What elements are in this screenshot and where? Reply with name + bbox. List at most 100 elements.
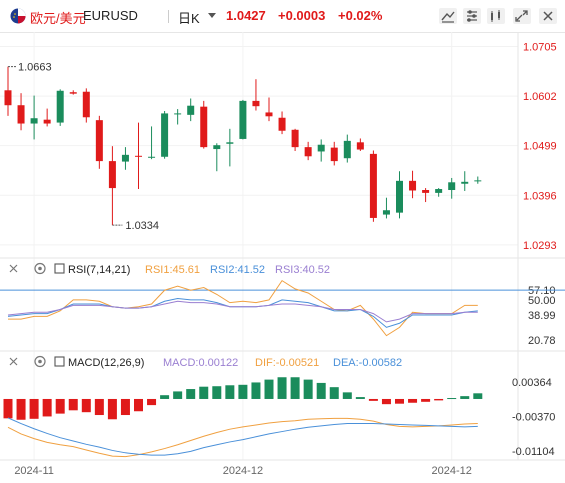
macd-histogram-bar: [355, 397, 365, 399]
settings-gear-icon[interactable]: [34, 355, 46, 368]
candle-body: [135, 155, 142, 157]
candlestick-series: [4, 66, 482, 226]
time-axis-label: 2024-11: [14, 465, 54, 477]
macd-histogram-bar: [368, 398, 378, 401]
candle-body: [82, 91, 90, 118]
candle-body: [161, 113, 169, 157]
macd-histogram-bar: [212, 386, 222, 399]
candle-body: [409, 180, 417, 191]
chevron-down-icon[interactable]: [208, 13, 216, 18]
macd-histogram-bar: [264, 379, 274, 399]
candle-body: [265, 112, 273, 117]
macd-histogram-bar: [421, 398, 431, 402]
dif-legend: DIF:-0.00521: [255, 357, 319, 369]
close-icon[interactable]: [538, 7, 558, 25]
candle-body: [461, 181, 469, 184]
macd-histogram-bar: [329, 387, 339, 399]
candle-body: [252, 100, 260, 107]
macd-histogram-bar: [434, 398, 444, 401]
indicator-settings-icon[interactable]: [462, 7, 482, 25]
rsi-tick-label: 50.00: [528, 295, 556, 307]
macd-tick-label: 0.00364: [512, 377, 552, 389]
candle-body: [226, 142, 234, 144]
macd-histogram-bar: [120, 398, 130, 416]
fullscreen-icon[interactable]: [512, 7, 532, 25]
macd-histogram-bar: [3, 398, 13, 419]
candle-body: [30, 118, 38, 124]
low-price-label: 1.0334: [125, 220, 159, 232]
rsi-pane-header: RSI(7,14,21) RSI1:45.61 RSI2:41.52 RSI3:…: [0, 257, 565, 276]
candle-body: [317, 144, 325, 152]
candle-body: [382, 210, 390, 215]
price-change: +0.0003: [278, 8, 326, 23]
dif-line: [7, 417, 478, 458]
last-price: 1.0427: [226, 8, 266, 23]
price-tick-label: 1.0602: [523, 91, 557, 103]
collapse-icon[interactable]: [9, 357, 18, 366]
candle-body: [200, 106, 208, 148]
macd-histogram-bar: [473, 393, 483, 399]
macd-histogram-bar: [290, 377, 300, 399]
macd-tick-label: -0.01104: [512, 446, 555, 458]
macd-histogram-bar: [303, 379, 313, 399]
time-axis-label: 2024-12: [223, 465, 263, 477]
macd-histogram-bar: [173, 391, 183, 399]
rsi-tick-label: 57.10: [528, 285, 556, 297]
settings-gear-icon[interactable]: [34, 262, 46, 275]
rsi-tick-label: 20.78: [528, 335, 556, 347]
period-selector[interactable]: 日K: [178, 11, 200, 26]
candle-body: [435, 189, 443, 193]
macd-title: MACD(12,26,9): [68, 357, 144, 369]
candle-body: [474, 180, 482, 182]
chart-icon[interactable]: [54, 356, 65, 367]
candle-body: [4, 90, 12, 106]
macd-histogram-bar: [199, 386, 209, 399]
macd-histogram-bar: [134, 398, 143, 412]
macd-histogram-bar: [68, 398, 78, 411]
macd-histogram-bar: [381, 398, 391, 405]
chart-icon[interactable]: [54, 263, 65, 274]
rsi-series-line: [7, 300, 478, 323]
candle-body: [56, 90, 64, 123]
rsi-series-line: [8, 279, 478, 337]
candle-body: [174, 113, 182, 115]
macd-pane-header: MACD(12,26,9) MACD:0.00122 DIF:-0.00521 …: [0, 350, 565, 369]
rsi3-legend: RSI3:40.52: [275, 264, 330, 276]
price-tick-label: 1.0293: [523, 240, 557, 252]
price-axis: 1.0705 1.0602 1.0499 1.0396 1.0293: [523, 41, 557, 251]
price-tick-label: 1.0499: [523, 141, 557, 153]
candle-body: [291, 129, 299, 148]
dea-line: [7, 417, 478, 456]
header-divider: [168, 10, 169, 23]
macd-histogram-bar: [81, 398, 91, 413]
candle-body: [148, 156, 156, 158]
draw-tools-icon[interactable]: [438, 7, 458, 25]
candle-body: [369, 153, 377, 218]
macd-histogram-bar: [55, 398, 65, 414]
macd-histogram-bar: [408, 398, 418, 403]
time-axis-label: 2024-12: [432, 465, 472, 477]
rsi1-legend: RSI1:45.61: [145, 264, 200, 276]
price-tick-label: 1.0705: [523, 41, 557, 53]
time-axis: 2024-11 2024-12 2024-12: [0, 459, 565, 477]
macd-histogram-bar: [316, 382, 326, 399]
rsi-tick-label: 38.99: [528, 310, 556, 322]
macd-histogram-bar: [186, 389, 196, 399]
rsi-title: RSI(7,14,21): [68, 264, 130, 276]
macd-histogram-bar: [147, 398, 157, 406]
candle-body: [69, 92, 77, 94]
macd-histogram-bar: [160, 395, 170, 399]
candle-body: [356, 142, 364, 150]
macd-histogram-bar: [460, 396, 470, 399]
candle-body: [95, 120, 103, 162]
candle-body: [343, 140, 351, 159]
collapse-icon[interactable]: [9, 264, 18, 273]
candle-body: [304, 147, 312, 157]
candle-body: [239, 100, 247, 139]
macd-histogram-bar: [251, 382, 261, 399]
compare-icon[interactable]: [486, 7, 506, 25]
pair-name[interactable]: 欧元/美元: [30, 11, 86, 26]
candle-body: [396, 180, 403, 213]
